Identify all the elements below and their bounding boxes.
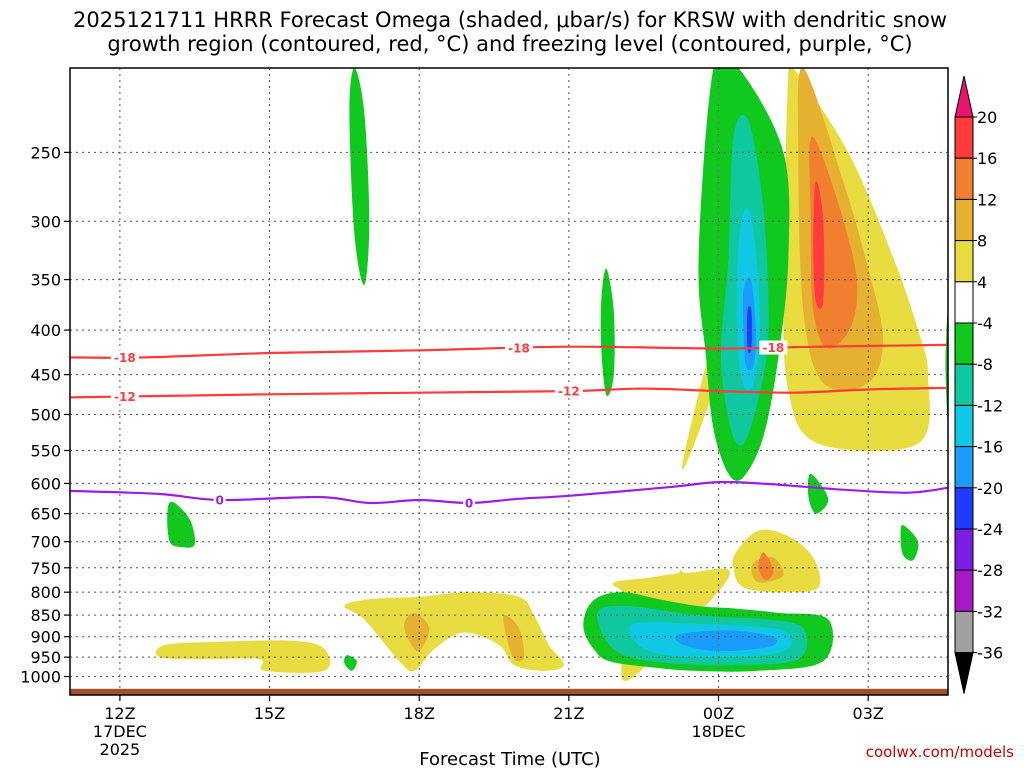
colorbar-label: -32 <box>977 602 1003 621</box>
omega-shading <box>155 68 948 681</box>
omega-yellow-6 <box>344 592 564 672</box>
x-tick-date: 18DEC <box>692 722 746 741</box>
omega-gold-3 <box>404 612 430 652</box>
y-tick-label: 700 <box>30 533 61 552</box>
colorbar-swatch <box>954 198 974 242</box>
y-axis-ticks: 250 300 350 400 450 500 550 600 650 700 750 800 850 9… <box>20 143 70 687</box>
omega-yellow-2 <box>673 570 689 611</box>
colorbar-label: 20 <box>977 108 997 127</box>
colorbar-swatch <box>954 116 974 159</box>
colorbar-swatch <box>954 404 974 448</box>
omega-green-2 <box>600 268 615 397</box>
colorbar-swatch <box>954 322 974 365</box>
colorbar-swatch <box>954 610 974 654</box>
colorbar-label: -8 <box>977 355 993 374</box>
x-tick-label: 18Z <box>404 704 435 723</box>
colorbar-label: 4 <box>977 273 987 292</box>
dgz-upper-label: -18 <box>508 341 530 355</box>
y-tick-label: 550 <box>30 442 61 461</box>
colorbar-label: -28 <box>977 561 1003 580</box>
dgz-lower <box>70 386 948 399</box>
colorbar-label: -12 <box>977 396 1003 415</box>
freezing-level-label: 0 <box>215 494 223 508</box>
colorbar-label: -4 <box>977 314 993 333</box>
colorbar-swatch <box>954 528 974 571</box>
dgz-upper <box>70 343 948 359</box>
y-tick-label: 400 <box>30 321 61 340</box>
y-tick-label: 1000 <box>20 668 61 687</box>
chart-title-line2: growth region (contoured, red, °C) and f… <box>107 32 912 56</box>
terrain-strip <box>70 688 948 695</box>
omega-red-1 <box>813 181 825 310</box>
chart-title-line1: 2025121711 HRRR Forecast Omega (shaded, … <box>73 8 947 32</box>
colorbar-swatch <box>954 240 974 283</box>
omega-green-1 <box>349 68 370 286</box>
x-axis-label: Forecast Time (UTC) <box>419 749 600 768</box>
colorbar-label: -24 <box>977 520 1003 539</box>
colorbar-label: -36 <box>977 644 1003 663</box>
dgz-upper-label-bg <box>504 340 533 355</box>
y-tick-label: 850 <box>30 606 61 625</box>
credit-text: coolwx.com/models <box>866 743 1014 761</box>
dgz-upper-label: -18 <box>114 351 136 365</box>
y-tick-label: 800 <box>30 583 61 602</box>
plot-frame <box>69 67 949 696</box>
omega-blue-2 <box>675 630 778 652</box>
omega-yellow-7 <box>155 640 331 673</box>
omega-green-6 <box>900 525 919 561</box>
omega-green-3 <box>167 501 196 548</box>
dgz-upper-label: -18 <box>763 341 785 355</box>
x-tick-date: 17DEC <box>93 722 147 741</box>
x-tick-label: 12Z <box>104 704 135 723</box>
x-tick-label: 00Z <box>703 704 734 723</box>
omega-green-4 <box>344 655 357 671</box>
grid-lines <box>70 68 948 695</box>
freezing-level-label-bg <box>463 496 476 511</box>
dgz-upper-label-bg <box>110 350 139 365</box>
colorbar-swatch <box>954 569 974 612</box>
y-tick-label: 250 <box>30 143 61 162</box>
dgz-lower-label-bg <box>110 389 139 404</box>
x-tick-label: 21Z <box>553 704 584 723</box>
y-tick-label: 450 <box>30 366 61 385</box>
colorbar-label: -16 <box>977 438 1003 457</box>
colorbar-label: 16 <box>977 149 997 168</box>
dgz-lower-label: -12 <box>114 390 136 404</box>
colorbar-swatch <box>954 487 974 530</box>
colorbar-label: 8 <box>977 232 987 251</box>
colorbar: 20 16 12 8 4 -4 -8 -12 -16 -20 -24 -28 -32 -36 <box>954 75 1003 694</box>
y-tick-label: 950 <box>30 648 61 667</box>
colorbar-swatch <box>954 281 974 324</box>
y-tick-label: 350 <box>30 271 61 290</box>
dgz-upper-label-bg <box>759 340 788 355</box>
freezing-level-label: 0 <box>465 497 473 511</box>
omega-green-5 <box>807 473 829 514</box>
x-tick-label: 03Z <box>853 704 884 723</box>
colorbar-label: 12 <box>977 190 997 209</box>
x-tick-label: 15Z <box>254 704 285 723</box>
dgz-lower-label-bg <box>554 384 583 399</box>
y-tick-label: 300 <box>30 212 61 231</box>
colorbar-swatch <box>954 363 974 406</box>
y-tick-label: 500 <box>30 405 61 424</box>
y-tick-label: 600 <box>30 474 61 493</box>
dgz-lower-label: -12 <box>558 385 580 399</box>
colorbar-swatch <box>954 446 974 489</box>
omega-orange-2 <box>758 552 774 581</box>
colorbar-swatch <box>954 157 974 200</box>
y-tick-label: 750 <box>30 559 61 578</box>
contour-lines: -18 -18 -18 -12 -12 0 0 <box>70 340 948 511</box>
y-tick-label: 900 <box>30 628 61 647</box>
freezing-level-label-bg <box>213 493 226 508</box>
y-tick-label: 650 <box>30 505 61 524</box>
x-tick-year: 2025 <box>100 740 141 759</box>
colorbar-bottom-arrow <box>954 652 974 694</box>
omega-gold-4 <box>503 614 525 662</box>
colorbar-top-arrow <box>954 75 974 118</box>
freezing-level <box>70 480 948 505</box>
colorbar-label: -20 <box>977 479 1003 498</box>
